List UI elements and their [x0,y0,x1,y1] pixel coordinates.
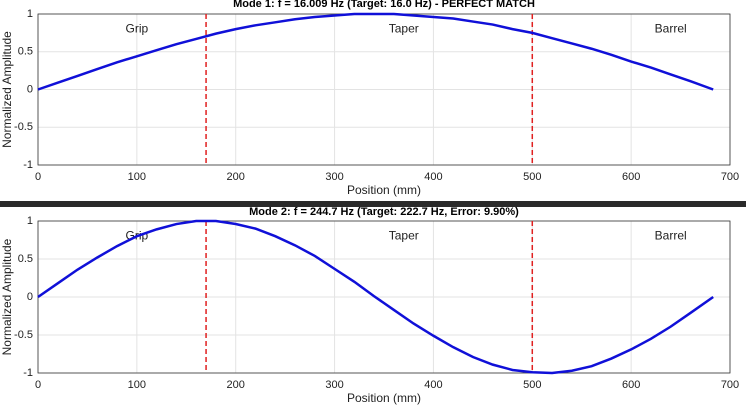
region-label: Taper [389,228,419,242]
y-tick-label: 1 [27,215,33,227]
line-series [37,219,714,375]
chart-title: Mode 1: f = 16.009 Hz (Target: 16.0 Hz) … [233,0,535,10]
x-tick-label: 100 [128,171,146,183]
y-tick-label: -0.5 [14,329,33,341]
x-tick-label: 500 [523,171,541,183]
y-axis-label: Normalized Amplitude [0,31,14,148]
y-tick-label: 0.5 [18,46,33,58]
x-tick-label: 200 [227,171,245,183]
x-tick-label: 0 [35,379,41,391]
y-tick-label: -1 [23,159,33,171]
x-tick-label: 700 [721,171,739,183]
region-label: Taper [389,21,419,35]
y-tick-label: 0 [27,291,33,303]
x-axis-label: Position (mm) [347,183,421,197]
x-tick-label: 700 [721,379,739,391]
y-axis-label: Normalized Amplitude [0,238,14,355]
x-axis-label: Position (mm) [347,391,421,405]
y-tick-label: 1 [27,8,33,20]
separator [0,201,746,207]
x-tick-label: 500 [523,379,541,391]
region-label: Barrel [655,228,687,242]
x-tick-label: 400 [424,379,442,391]
x-tick-label: 100 [128,379,146,391]
x-tick-label: 300 [325,379,343,391]
x-tick-label: 300 [325,171,343,183]
chart-title: Mode 2: f = 244.7 Hz (Target: 222.7 Hz, … [249,206,519,218]
region-label: Grip [126,21,149,35]
line-series [37,12,714,91]
y-tick-label: 0.5 [18,253,33,265]
y-tick-label: 0 [27,83,33,95]
x-tick-label: 200 [227,379,245,391]
region-label: Barrel [655,21,687,35]
x-tick-label: 400 [424,171,442,183]
y-tick-label: -1 [23,367,33,379]
y-tick-label: -0.5 [14,121,33,133]
x-tick-label: 600 [622,171,640,183]
x-tick-label: 600 [622,379,640,391]
x-tick-label: 0 [35,171,41,183]
